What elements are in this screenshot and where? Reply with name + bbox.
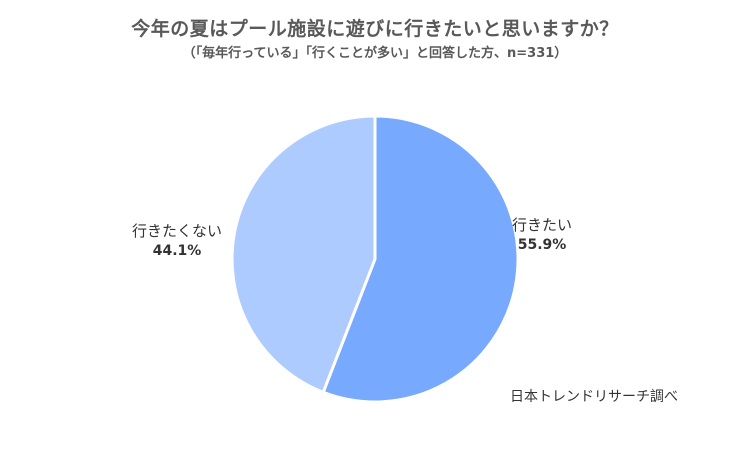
source-note: 日本トレンドリサーチ調べ bbox=[510, 389, 678, 405]
slice-percent-want: 55.9% bbox=[517, 237, 567, 253]
pie-slice-want bbox=[321, 114, 520, 404]
slice-name-want: 行きたい bbox=[512, 216, 573, 234]
pie-slice-not-want bbox=[230, 114, 377, 394]
slice-label-not-want: 行きたくない 44.1% bbox=[132, 220, 222, 259]
chart-title: 今年の夏はプール施設に遊びに行きたいと思いますか？ bbox=[131, 18, 619, 40]
slice-label-want: 行きたい 55.9% bbox=[512, 214, 572, 253]
chart-subtitle: （「毎年行っている」「行くことが多い」と回答した方、n=331） bbox=[182, 46, 568, 61]
slice-name-not-want: 行きたくない bbox=[132, 222, 223, 240]
slice-percent-not-want: 44.1% bbox=[152, 243, 202, 259]
